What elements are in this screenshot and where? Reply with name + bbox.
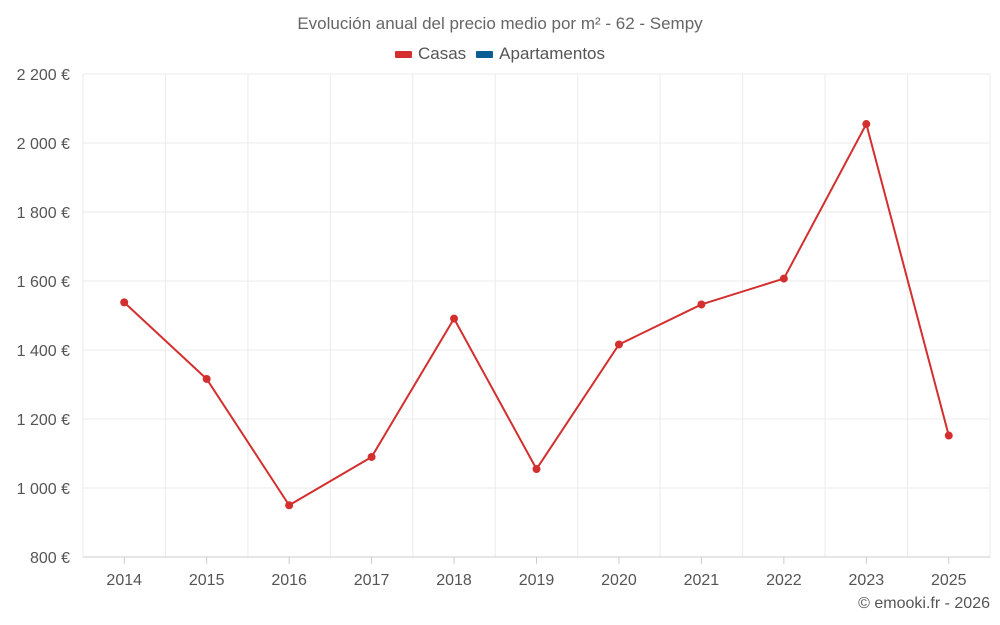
data-point[interactable] [120, 298, 129, 307]
chart-title: Evolución anual del precio medio por m² … [297, 14, 703, 33]
data-point[interactable] [697, 300, 706, 309]
y-tick-label: 800 € [30, 550, 70, 567]
data-point[interactable] [614, 340, 623, 349]
legend-swatch-apartamentos [476, 50, 494, 58]
y-tick-label: 2 000 € [17, 136, 70, 153]
y-tick-label: 1 200 € [17, 412, 70, 429]
y-tick-label: 1 800 € [17, 205, 70, 222]
data-point[interactable] [944, 431, 953, 440]
legend-swatch-casas [394, 50, 412, 58]
x-tick-label: 2021 [684, 572, 720, 589]
x-tick-label: 2019 [519, 572, 555, 589]
data-point[interactable] [202, 374, 211, 383]
data-point[interactable] [862, 120, 871, 129]
legend: Casas Apartamentos [0, 44, 1000, 64]
y-tick-label: 1 000 € [17, 481, 70, 498]
x-tick-label: 2025 [931, 572, 967, 589]
legend-label-casas: Casas [417, 44, 467, 63]
y-tick-label: 1 400 € [17, 343, 70, 360]
x-tick-label: 2022 [766, 572, 802, 589]
data-point[interactable] [450, 314, 459, 323]
x-tick-label: 2020 [601, 572, 637, 589]
data-point[interactable] [779, 274, 788, 283]
x-tick-label: 2017 [354, 572, 390, 589]
x-tick-label: 2023 [849, 572, 885, 589]
credit-text: © emooki.fr - 2026 [858, 595, 990, 612]
y-tick-label: 1 600 € [17, 274, 70, 291]
legend-item-apartamentos[interactable]: Apartamentos [476, 44, 605, 64]
x-tick-label: 2014 [106, 572, 142, 589]
data-point[interactable] [532, 465, 541, 474]
y-tick-label: 2 200 € [17, 67, 70, 84]
legend-label-apartamentos: Apartamentos [499, 44, 606, 63]
x-tick-label: 2015 [189, 572, 225, 589]
legend-item-casas[interactable]: Casas [394, 44, 467, 64]
x-tick-label: 2018 [436, 572, 472, 589]
data-point[interactable] [285, 501, 294, 510]
x-tick-label: 2016 [271, 572, 307, 589]
data-point[interactable] [367, 452, 376, 461]
